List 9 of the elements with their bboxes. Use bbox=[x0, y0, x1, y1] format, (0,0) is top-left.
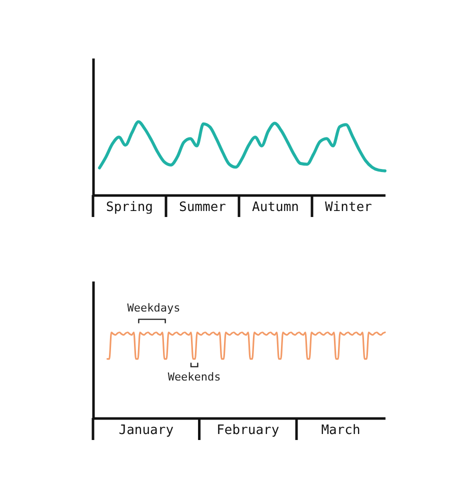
text: Winter bbox=[325, 200, 372, 215]
text: Autumn bbox=[252, 200, 299, 215]
annotation: Weekends bbox=[168, 370, 221, 384]
text: February bbox=[216, 423, 280, 438]
text: January bbox=[118, 423, 174, 438]
text: Summer bbox=[179, 200, 226, 215]
text: March bbox=[321, 423, 360, 438]
text: Spring bbox=[106, 200, 153, 215]
text: Weekdays bbox=[127, 302, 180, 315]
